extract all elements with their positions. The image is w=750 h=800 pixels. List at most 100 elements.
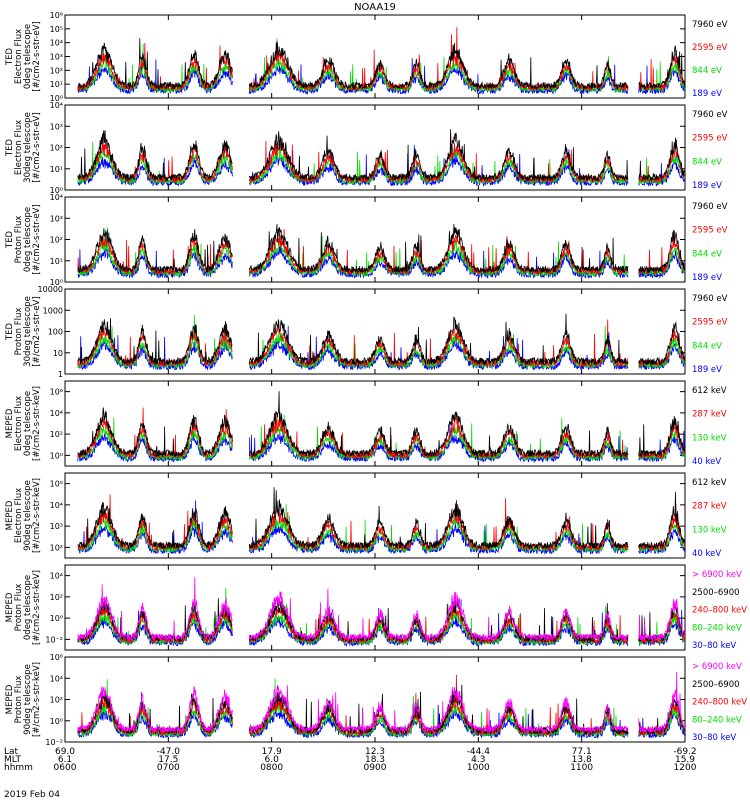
legend-entry: 2595 eV xyxy=(692,318,728,328)
traces xyxy=(77,487,685,555)
y-axis-label-line: [#/cm2-s-str-keV] xyxy=(32,478,42,553)
y-tick-label: 10² xyxy=(50,144,63,153)
plot-title: NOAA19 xyxy=(354,2,396,13)
series-trace xyxy=(77,487,685,550)
time-axis-value: 18.3 xyxy=(365,755,385,765)
y-tick-label: 10⁻² xyxy=(45,738,63,747)
time-axis-row-label: MLT xyxy=(4,755,22,765)
series-trace xyxy=(77,671,685,734)
traces xyxy=(77,577,685,648)
y-tick-label: 10⁴ xyxy=(50,101,63,110)
y-axis-label-line: Electron Flux xyxy=(14,29,24,84)
legend-entry: 7960 eV xyxy=(692,202,728,212)
legend-entry: 612 keV xyxy=(692,478,727,488)
time-axis-value: -47.0 xyxy=(157,747,181,757)
y-axis-label-line: 30deg telescope xyxy=(23,296,33,367)
panel-8: 10⁻² 10⁰ 10² 10⁴ 10⁶ MEPED Proton Flux 90deg te… xyxy=(5,653,747,747)
legend-entry: 30–80 keV xyxy=(692,641,736,651)
time-axis-value: 17.9 xyxy=(262,747,282,757)
y-tick-label: 10⁴ xyxy=(50,572,63,581)
series-trace xyxy=(77,325,685,371)
legend-entry: 844 eV xyxy=(692,157,722,167)
legend-entry: 612 keV xyxy=(692,386,727,396)
y-tick-label: 10² xyxy=(50,696,63,705)
y-tick-label: 10² xyxy=(50,543,63,552)
time-axis-value: 0800 xyxy=(260,763,283,773)
y-axis-label-line: 0deg telescope xyxy=(23,24,33,89)
y-tick-label: 10⁻² xyxy=(45,635,63,644)
y-tick-label: 10⁰ xyxy=(50,614,63,623)
y-tick-label: 10⁰ xyxy=(50,451,63,460)
legend-entry: 80–240 keV xyxy=(692,715,742,725)
time-axis-value: 1200 xyxy=(674,763,697,773)
y-tick-label: 10⁰ xyxy=(50,278,63,287)
legend-entry: 240–800 keV xyxy=(692,606,747,616)
y-tick-label: 10⁶ xyxy=(50,388,63,397)
y-tick-label: 10¹ xyxy=(50,257,63,266)
legend-entry: > 6900 keV xyxy=(692,662,742,672)
time-axis-value: 0600 xyxy=(54,763,77,773)
legend-entry: 189 eV xyxy=(692,365,722,375)
y-axis-label-line: [#/cm2-s-str-keV] xyxy=(32,662,42,737)
y-axis-label-line: Proton Flux xyxy=(14,584,24,632)
y-tick-label: 10⁴ xyxy=(50,409,63,418)
y-axis-label-line: TED xyxy=(5,47,15,66)
y-axis-label-line: Proton Flux xyxy=(14,216,24,264)
y-tick-label: 10⁵ xyxy=(50,480,63,489)
y-tick-label: 10² xyxy=(50,430,63,439)
y-axis-label-line: TED xyxy=(5,322,15,341)
series-trace xyxy=(77,27,685,92)
y-tick-label: 10³ xyxy=(50,53,63,62)
traces xyxy=(77,27,685,95)
time-axis-value: 6.1 xyxy=(58,755,72,765)
y-axis-label-line: [#/cm2-s-str-keV] xyxy=(32,386,42,461)
legend-entry: 844 eV xyxy=(692,249,722,259)
y-tick-label: 10³ xyxy=(50,214,63,223)
y-axis-label-line: TED xyxy=(5,230,15,249)
y-axis-label-line: MEPED xyxy=(5,500,15,530)
y-axis-label-line: 0deg telescope xyxy=(23,391,33,456)
y-tick-label: 10³ xyxy=(50,122,63,131)
legend-entry: 189 eV xyxy=(692,89,722,99)
panel-7: 10⁻² 10⁰ 10² 10⁴ MEPED Proton Flux 0deg telesc… xyxy=(5,564,747,651)
y-tick-label: 10⁰ xyxy=(50,186,63,195)
y-axis-label-line: [#/cm2-s-str-eV] xyxy=(32,204,42,274)
time-axis-value: 15.9 xyxy=(675,755,695,765)
panel-1: 10⁰ 10¹ 10² 10³ 10⁴ 10⁵ 10⁶ TED Electron Flux 0de… xyxy=(5,11,728,103)
y-tick-label: 10² xyxy=(50,236,63,245)
series-trace xyxy=(77,38,685,91)
time-axis-value: 1000 xyxy=(467,763,490,773)
traces xyxy=(77,313,685,371)
panel-6: 10² 10³ 10⁴ 10⁵ MEPED Electron Flux 90deg tele… xyxy=(5,472,727,559)
series-trace xyxy=(77,224,685,274)
legend-entry: 2595 eV xyxy=(692,134,728,144)
legend-entry: 7960 eV xyxy=(692,110,728,120)
y-axis-label-line: [#/cm2-s-str-keV] xyxy=(32,570,42,645)
y-axis-label-line: [#/cm2-s-str-eV] xyxy=(32,296,42,366)
y-axis-label-line: Electron Flux xyxy=(14,396,24,451)
y-tick-label: 10⁰ xyxy=(50,717,63,726)
y-axis-label-line: 0deg telescope xyxy=(23,207,33,272)
time-axis-value: 17.5 xyxy=(158,755,178,765)
legend-entry: 844 eV xyxy=(692,341,722,351)
legend-entry: 30–80 keV xyxy=(692,733,736,743)
time-axis-value: 69.0 xyxy=(55,747,75,757)
y-tick-label: 10¹ xyxy=(50,80,63,89)
series-trace xyxy=(77,313,685,366)
time-axis-row-label: hhmm xyxy=(4,763,33,773)
traces xyxy=(77,129,685,187)
time-axis-value: 0900 xyxy=(364,763,387,773)
y-tick-label: 1000 xyxy=(43,306,63,315)
panel-4: 1 10 100 1000 10000 TED Proton Flux 30deg teles… xyxy=(5,285,728,379)
series-trace xyxy=(77,129,685,182)
time-axis-value: 1100 xyxy=(570,763,593,773)
legend-entry: 130 keV xyxy=(692,525,727,535)
panel-5: 10⁰ 10² 10⁴ 10⁶ MEPED Electron Flux 0deg teles… xyxy=(5,380,727,467)
y-tick-label: 10⁴ xyxy=(50,39,63,48)
y-tick-label: 10⁴ xyxy=(50,674,63,683)
y-tick-label: 10000 xyxy=(38,285,63,294)
legend-entry: 287 keV xyxy=(692,502,727,512)
legend-entry: 189 eV xyxy=(692,273,722,283)
